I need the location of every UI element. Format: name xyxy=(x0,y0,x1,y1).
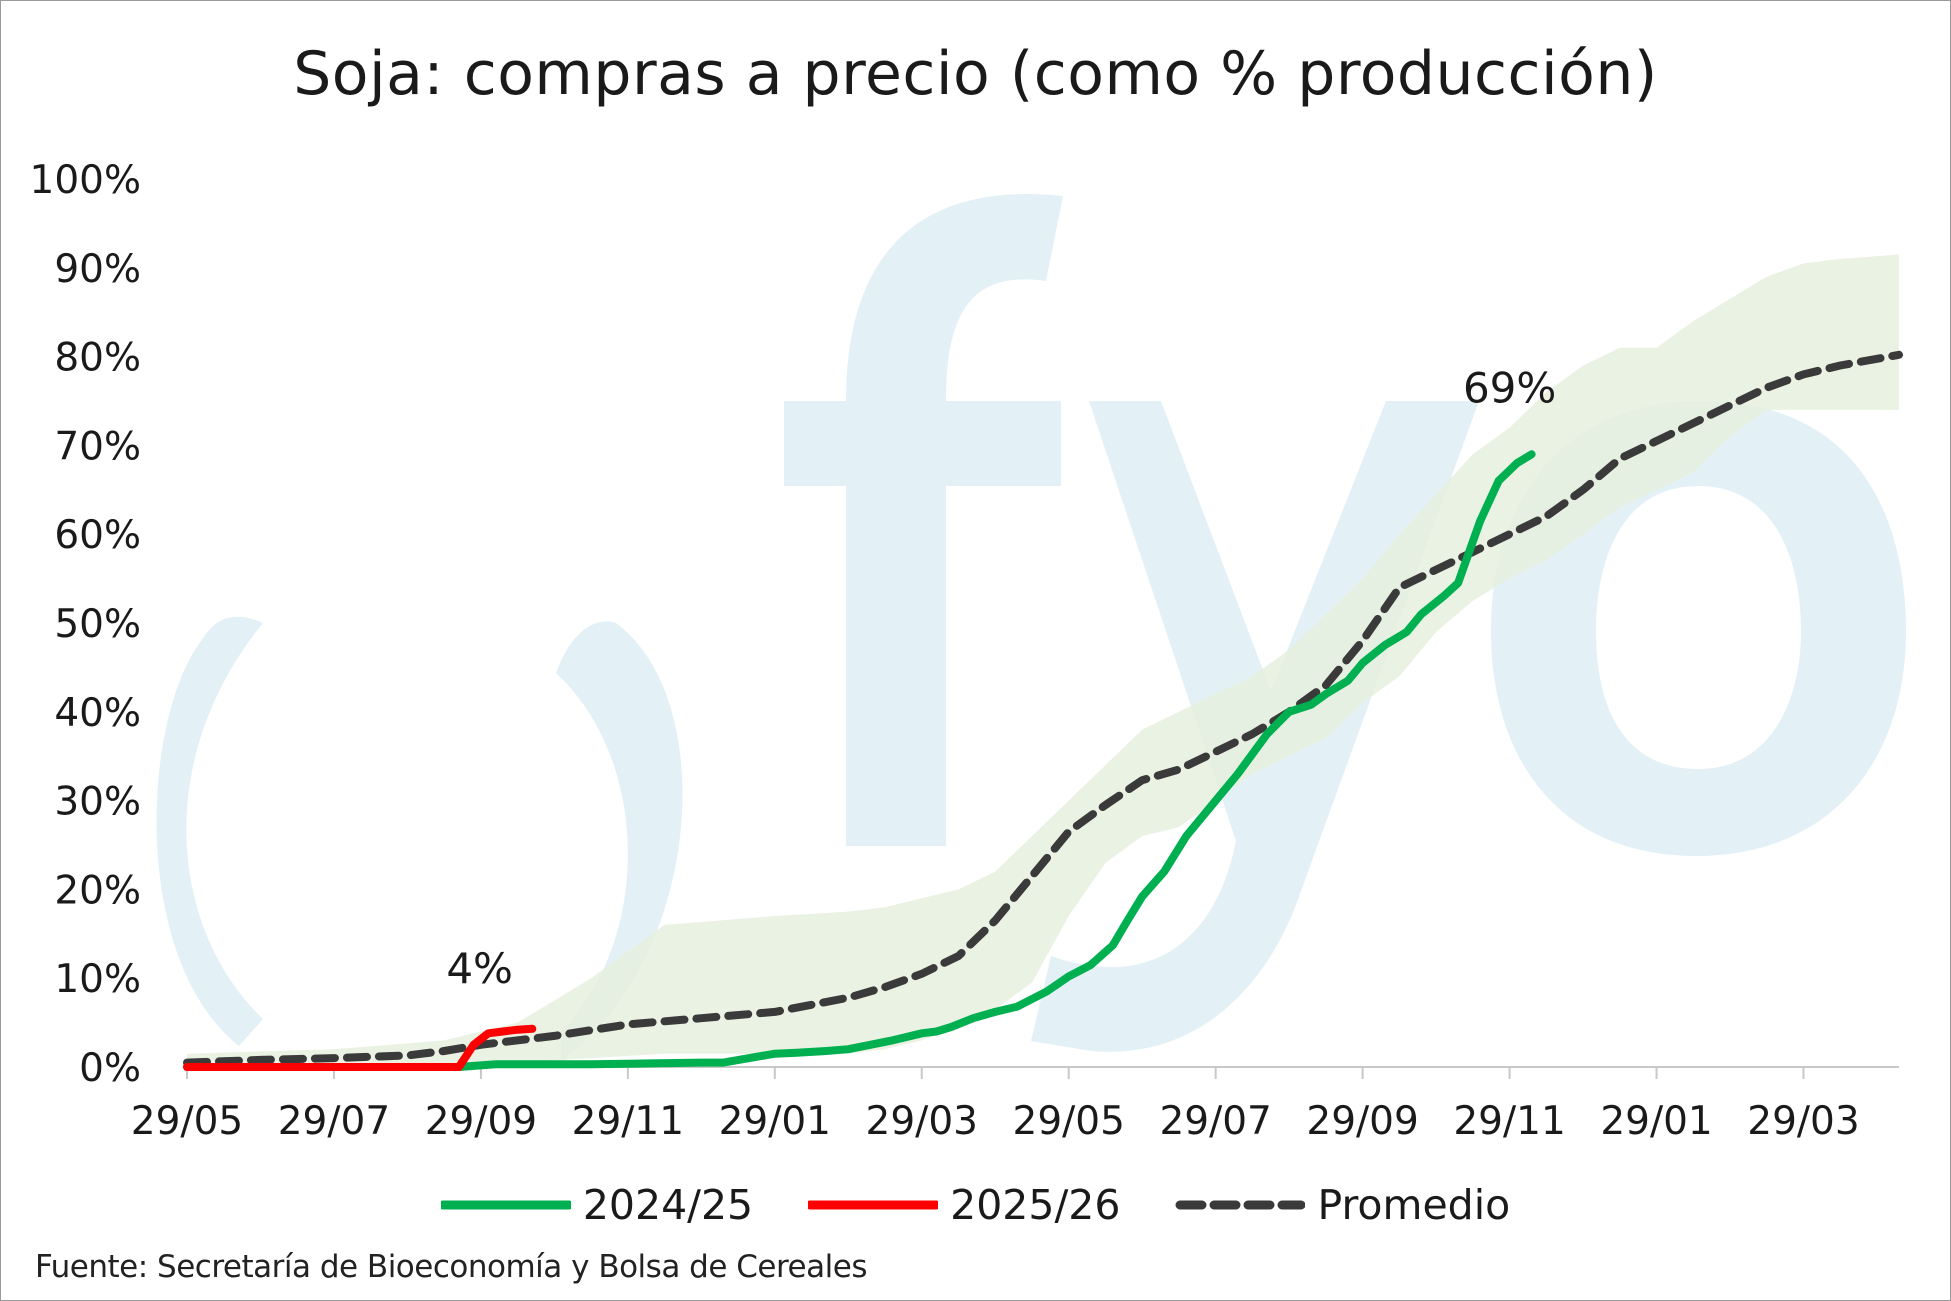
annotations: 4% 69% xyxy=(446,363,1556,993)
x-tick-label: 29/01 xyxy=(719,1099,831,1144)
legend-swatch-2024-25 xyxy=(440,1200,571,1210)
logo-letter-f xyxy=(784,194,1063,847)
legend-swatch-2025-26 xyxy=(808,1200,939,1210)
annotation-4-percent: 4% xyxy=(446,944,513,993)
chart-title: Soja: compras a precio (como % producció… xyxy=(293,39,1658,109)
y-tick-label: 80% xyxy=(54,336,141,381)
legend-item-promedio: Promedio xyxy=(1175,1181,1510,1229)
y-tick-label: 10% xyxy=(54,957,141,1002)
legend-item-2024-25: 2024/25 xyxy=(440,1181,754,1229)
y-tick-label: 100% xyxy=(30,158,142,203)
x-tick-label: 29/09 xyxy=(425,1099,537,1144)
legend-label-2025-26: 2025/26 xyxy=(950,1181,1121,1229)
source-note: Fuente: Secretaría de Bioeconomía y Bols… xyxy=(35,1249,867,1285)
series-line-2025-26 xyxy=(183,1024,537,1071)
legend-item-2025-26: 2025/26 xyxy=(808,1181,1120,1229)
y-tick-label: 30% xyxy=(54,780,141,825)
x-tick-label: 29/05 xyxy=(1013,1099,1125,1144)
axes: 0% 10% 20% 30% 40% 50% 60% 70% 80% 90% 100% 29/05 29… xyxy=(30,158,1899,1144)
y-tick-label: 90% xyxy=(54,247,141,292)
x-tick-label: 29/11 xyxy=(1453,1099,1565,1144)
y-tick-label: 0% xyxy=(79,1046,141,1091)
series-line-promedio xyxy=(183,350,1903,1067)
x-tick-label: 29/07 xyxy=(278,1099,390,1144)
x-tick-label: 29/03 xyxy=(1747,1099,1859,1144)
y-tick-label: 20% xyxy=(54,868,141,913)
x-tick-label: 29/09 xyxy=(1306,1099,1418,1144)
legend-label-promedio: Promedio xyxy=(1317,1181,1511,1229)
annotation-69-percent: 69% xyxy=(1463,363,1556,412)
series-lines xyxy=(183,350,1903,1071)
y-tick-label: 40% xyxy=(54,691,141,736)
y-tick-label: 60% xyxy=(54,513,141,558)
chart-plot: 0% 10% 20% 30% 40% 50% 60% 70% 80% 90% 100% 29/05 29… xyxy=(30,158,1906,1144)
legend-label-2024-25: 2024/25 xyxy=(582,1181,754,1229)
series-line-2024-25 xyxy=(183,516,1485,1071)
y-tick-label: 70% xyxy=(54,424,141,469)
x-tick-label: 29/01 xyxy=(1600,1099,1712,1144)
range-band xyxy=(187,254,1899,1067)
x-tick-label: 29/11 xyxy=(572,1099,684,1144)
x-tick-label: 29/05 xyxy=(131,1099,243,1144)
y-tick-label: 50% xyxy=(54,602,141,647)
x-tick-label: 29/07 xyxy=(1159,1099,1271,1144)
series-line-2024-25-end xyxy=(1476,450,1536,525)
band-area xyxy=(187,254,1899,1067)
logo-parenthesis-left xyxy=(156,616,263,1046)
legend: 2024/25 2025/26 Promedio xyxy=(1,1181,1950,1229)
legend-swatch-promedio xyxy=(1175,1200,1306,1210)
logo-parenthesis-right xyxy=(556,621,683,1061)
x-tick-label: 29/03 xyxy=(866,1099,978,1144)
